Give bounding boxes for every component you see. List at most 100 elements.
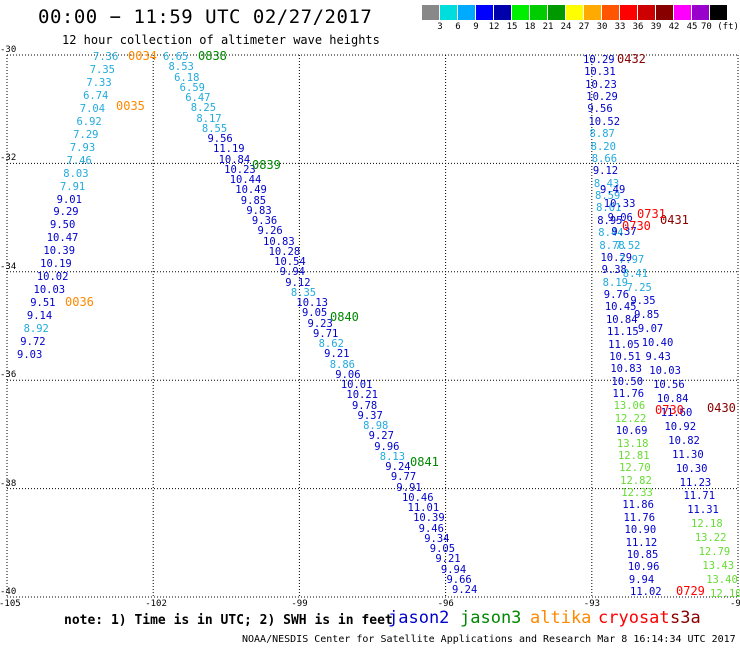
wave-height-value: 9.50	[50, 219, 76, 232]
legend-swatch	[584, 5, 601, 20]
wave-height-value: 8.78	[599, 239, 625, 252]
pass-time-label: 0730	[655, 403, 684, 417]
wave-height-value: 8.20	[590, 140, 616, 153]
wave-height-value: 9.21	[435, 553, 461, 566]
wave-height-value: 10.03	[33, 284, 66, 297]
wave-height-value: 7.04	[79, 102, 106, 115]
wave-height-value: 6.65	[163, 51, 189, 63]
wave-height-value: 10.83	[610, 363, 642, 376]
wave-height-value: 12.81	[617, 449, 650, 462]
lon-tick: -90	[730, 599, 740, 609]
wave-height-value: 10.82	[668, 434, 700, 447]
wave-height-value: 11.02	[630, 586, 662, 598]
legend-label: 6	[455, 22, 461, 32]
wave-height-value: 13.40	[706, 574, 738, 587]
wave-height-value: 10.84	[605, 313, 638, 326]
wave-height-value: 8.19	[602, 276, 628, 289]
wave-height-value: 10.83	[263, 235, 295, 248]
pass-time-label: 0731	[637, 207, 666, 221]
wave-height-value: 11.86	[622, 499, 654, 512]
wave-height-value: 8.35	[290, 286, 317, 299]
legend-label: 27	[578, 22, 590, 32]
wave-height-value: 10.85	[626, 548, 659, 561]
wave-height-value: 11.05	[608, 338, 640, 351]
legend-swatch	[512, 5, 529, 20]
legend-swatch	[440, 5, 457, 20]
wave-height-value: 9.94	[628, 573, 655, 586]
wave-height-value: 10.40	[641, 337, 674, 350]
satellite-jason2: jason2	[388, 608, 450, 628]
wave-height-value: 8.03	[63, 167, 89, 180]
legend-label: 3	[437, 22, 443, 32]
wave-height-value: 10.23	[585, 78, 617, 91]
wave-height-value: 9.29	[53, 206, 79, 219]
wave-height-value: 11.01	[407, 502, 440, 514]
legend-label: 33	[614, 22, 626, 32]
wave-height-value: 8.25	[190, 102, 217, 115]
wave-height-value: 9.05	[301, 307, 328, 320]
lon-tick: -102	[145, 599, 167, 609]
wave-height-value: 10.92	[664, 420, 697, 433]
wave-height-value: 7.35	[89, 63, 115, 76]
wave-height-value: 10.33	[603, 197, 636, 210]
legend-swatch	[620, 5, 637, 20]
wave-height-value: 9.03	[17, 349, 43, 361]
wave-height-value: 10.23	[224, 163, 256, 176]
wave-height-value: 13.18	[616, 437, 649, 450]
wave-height-value: 11.71	[683, 490, 716, 503]
wave-height-value: 9.06	[335, 368, 361, 381]
wave-height-value: 9.96	[374, 440, 400, 453]
wave-height-value: 9.49	[600, 184, 626, 196]
wave-height-value: 11.76	[612, 388, 645, 401]
legend-label: 24	[560, 22, 572, 32]
wave-height-value: 9.77	[390, 471, 417, 484]
legend-label: 9	[473, 22, 479, 32]
lon-tick: -96	[437, 599, 454, 609]
satellite-s3a: s3a	[670, 608, 701, 628]
wave-height-value: 10.51	[609, 350, 641, 363]
wave-height-value: 8.66	[591, 152, 618, 165]
pass-time-label: 0036	[65, 295, 94, 309]
wave-height-value: 9.07	[637, 323, 664, 336]
legend-swatch	[494, 5, 511, 20]
wave-height-value: 8.01	[596, 202, 622, 215]
wave-height-value: 12.82	[620, 474, 652, 487]
wave-height-value: 6.47	[185, 92, 211, 104]
wave-height-value: 11.12	[625, 536, 658, 549]
wave-height-value: 8.55	[201, 122, 228, 135]
lat-tick: -34	[0, 261, 17, 272]
legend-swatch	[638, 5, 655, 20]
wave-height-value: 10.29	[586, 91, 618, 104]
wave-height-value: 9.12	[285, 276, 311, 289]
lat-tick: -40	[0, 587, 17, 597]
wave-height-value: 11.31	[687, 504, 719, 517]
pass-time-label: 0730	[622, 219, 651, 233]
legend-swatch	[692, 5, 709, 20]
wave-height-value: 6.18	[174, 71, 200, 84]
wave-height-value: 12.18	[691, 518, 723, 531]
wave-height-value: 8.17	[196, 112, 222, 125]
legend-label: 70 (ft)	[701, 22, 739, 32]
wave-height-value: 10.69	[615, 425, 648, 438]
wave-height-value: 11.15	[607, 326, 639, 339]
wave-height-value: 8.86	[329, 358, 356, 371]
wave-height-value: 10.02	[36, 271, 69, 284]
lat-tick: -36	[0, 370, 17, 381]
wave-height-value: 10.47	[46, 232, 79, 245]
wave-height-value: 9.27	[368, 430, 394, 443]
lon-tick: -105	[0, 599, 21, 609]
wave-height-value: 9.78	[351, 399, 378, 412]
wave-height-value: 9.56	[587, 103, 613, 116]
wave-height-value: 12.22	[614, 412, 647, 425]
wave-height-value: 9.35	[630, 295, 656, 308]
wave-height-value: 11.30	[672, 448, 704, 461]
wave-height-value: 10.44	[229, 174, 262, 186]
wave-height-value: 9.06	[607, 211, 633, 224]
wave-height-value: 10.39	[43, 245, 76, 258]
wave-height-value: 6.59	[179, 81, 205, 94]
wave-height-value: 10.90	[624, 524, 657, 537]
wave-height-value: 7.93	[69, 141, 96, 154]
legend-swatch	[674, 5, 691, 20]
wave-height-value: 9.05	[429, 543, 456, 555]
